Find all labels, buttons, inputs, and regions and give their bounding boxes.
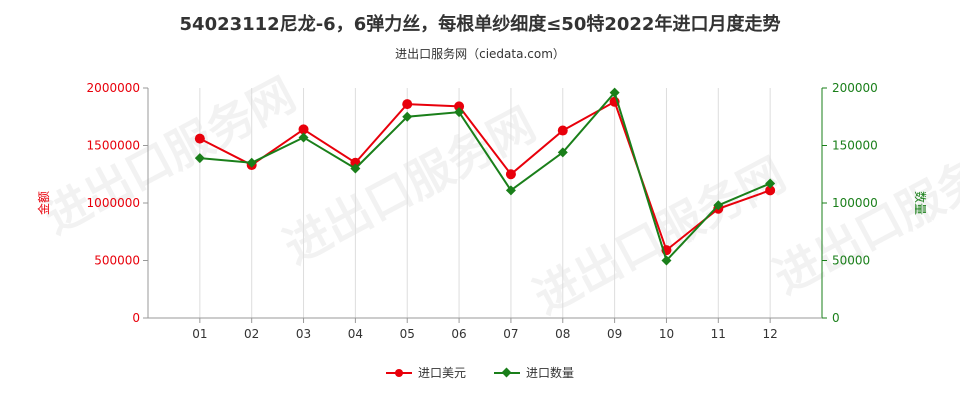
y-left-tick-label: 2000000 — [87, 81, 140, 95]
data-point-usd — [765, 185, 776, 196]
legend-item-qty[interactable]: 进口数量 — [494, 364, 574, 381]
data-point-usd — [505, 169, 516, 180]
y-axis-right-title: 数量 — [913, 191, 928, 215]
y-right-tick-label: 100000 — [832, 196, 878, 210]
x-tick-label: 06 — [451, 327, 466, 341]
data-point-qty — [402, 111, 413, 122]
data-point-usd — [298, 124, 309, 135]
x-tick-label: 05 — [400, 327, 415, 341]
x-tick-label: 09 — [607, 327, 622, 341]
data-point-qty — [505, 185, 516, 196]
data-point-qty — [661, 255, 672, 266]
data-point-qty — [765, 178, 776, 189]
x-tick-label: 01 — [192, 327, 207, 341]
chart-title: 54023112尼龙-6，6弹力丝，每根单纱细度≤50特2022年进口月度走势 — [179, 14, 781, 35]
legend-label-qty: 进口数量 — [526, 366, 575, 380]
legend-swatch-usd — [385, 368, 412, 378]
y-left-tick-label: 1500000 — [87, 139, 140, 153]
x-tick-label: 10 — [659, 327, 674, 341]
chart-legend: 进口美元 进口数量 — [0, 364, 960, 381]
data-point-usd — [454, 101, 465, 112]
y-left-tick-label: 0 — [132, 311, 140, 325]
x-tick-label: 02 — [244, 327, 259, 341]
data-point-qty — [609, 87, 620, 98]
y-right-tick-label: 0 — [832, 311, 840, 325]
data-point-qty — [454, 107, 465, 118]
x-tick-label: 11 — [711, 327, 726, 341]
y-right-tick-label: 200000 — [832, 81, 878, 95]
data-point-qty — [194, 153, 205, 164]
y-axis-left-title: 金额 — [36, 191, 51, 215]
legend-item-usd[interactable]: 进口美元 — [385, 364, 466, 381]
data-point-usd — [194, 133, 205, 144]
legend-swatch-qty — [494, 367, 520, 378]
data-point-usd — [402, 99, 413, 110]
data-point-qty — [246, 157, 257, 168]
data-point-qty — [298, 132, 309, 143]
legend-label-usd: 进口美元 — [417, 366, 466, 380]
x-tick-label: 07 — [503, 327, 518, 341]
series-line-qty — [199, 90, 771, 263]
x-tick-label: 03 — [296, 327, 311, 341]
data-point-qty — [350, 163, 361, 174]
y-left-tick-label: 500000 — [94, 254, 140, 268]
x-tick-label: 08 — [555, 327, 570, 341]
data-point-usd — [557, 125, 568, 136]
chart-subtitle: 进出口服务网（ciedata.com） — [395, 47, 565, 61]
data-point-qty — [713, 200, 724, 211]
x-tick-label: 04 — [348, 327, 363, 341]
y-right-tick-label: 50000 — [832, 254, 870, 268]
series-line-usd — [199, 100, 771, 252]
y-left-tick-label: 1000000 — [87, 196, 140, 210]
x-tick-label: 12 — [763, 327, 778, 341]
y-right-tick-label: 150000 — [832, 139, 878, 153]
data-point-qty — [557, 147, 568, 158]
